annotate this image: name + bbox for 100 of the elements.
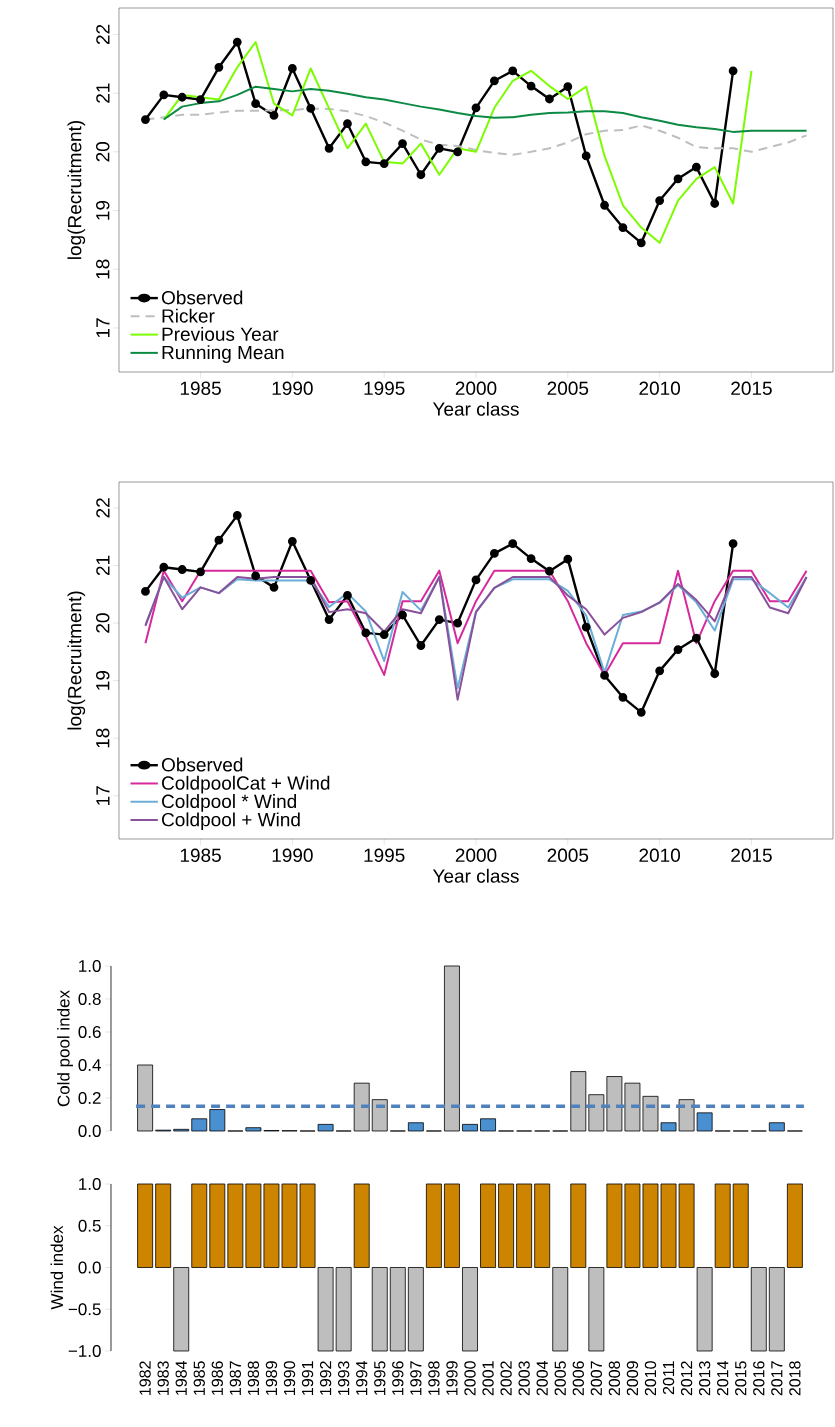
x-tick-label: 1985 bbox=[180, 381, 221, 395]
x-tick-label: 2003 bbox=[518, 1361, 530, 1396]
x-tick-label: 1983 bbox=[157, 1361, 169, 1395]
y-tick-label: 20 bbox=[96, 142, 110, 162]
point bbox=[196, 95, 205, 104]
point bbox=[728, 66, 738, 76]
legend-label: Coldpool * Wind bbox=[162, 794, 297, 812]
point bbox=[159, 90, 169, 100]
x-tick-label: 2005 bbox=[547, 848, 589, 862]
point bbox=[251, 571, 261, 581]
bar bbox=[371, 1099, 388, 1132]
y-tick-label: 0.2 bbox=[78, 1091, 101, 1105]
y-tick-label: 0.4 bbox=[78, 1058, 101, 1072]
x-tick-label: 2007 bbox=[590, 1361, 603, 1396]
point bbox=[324, 143, 334, 153]
x-tick-label: 1985 bbox=[180, 848, 221, 862]
x-tick-label: 2015 bbox=[731, 848, 772, 862]
x-tick-label: 1989 bbox=[265, 1361, 278, 1395]
x-tick-label: 1999 bbox=[446, 1361, 458, 1395]
point bbox=[600, 200, 609, 210]
bar bbox=[768, 1122, 785, 1132]
y-tick-label: 1.0 bbox=[79, 1177, 101, 1191]
y-tick-label: 19 bbox=[96, 670, 110, 690]
point bbox=[581, 151, 591, 161]
x-tick-label: 2015 bbox=[735, 1361, 747, 1396]
x-tick-label: 1995 bbox=[364, 381, 405, 395]
legend-label: Observed bbox=[161, 290, 243, 305]
y-tick-label: 22 bbox=[96, 498, 110, 518]
y-tick-label: 19 bbox=[96, 200, 110, 220]
point bbox=[618, 223, 628, 232]
legend-label: Ricker bbox=[162, 308, 215, 323]
point bbox=[489, 548, 499, 558]
point bbox=[710, 199, 720, 208]
legend-label: Observed bbox=[161, 757, 243, 772]
point bbox=[306, 104, 316, 113]
point bbox=[526, 81, 536, 91]
y-tick-label: 22 bbox=[96, 24, 110, 45]
y-tick-label: −0.5 bbox=[68, 1303, 101, 1316]
point bbox=[324, 615, 334, 625]
point bbox=[710, 669, 720, 679]
point bbox=[379, 159, 389, 168]
bar bbox=[462, 1123, 478, 1132]
bar bbox=[317, 1123, 334, 1132]
point bbox=[508, 66, 518, 76]
point bbox=[655, 666, 665, 676]
point bbox=[453, 147, 463, 157]
x-tick-label: 2017 bbox=[771, 1361, 783, 1396]
point bbox=[655, 196, 665, 205]
y-tick-label: 0.0 bbox=[78, 1124, 101, 1138]
x-tick-label: 2006 bbox=[572, 1361, 584, 1396]
point bbox=[600, 671, 609, 680]
legend-label: ColdpoolCat + Wind bbox=[162, 775, 330, 794]
x-tick-label: 2005 bbox=[554, 1361, 566, 1396]
y-tick-label: 21 bbox=[96, 555, 110, 576]
x-tick-label: 1994 bbox=[356, 1361, 368, 1395]
point bbox=[508, 539, 518, 548]
point bbox=[618, 692, 628, 702]
point bbox=[673, 645, 683, 654]
x-tick-label: 1982 bbox=[139, 1361, 151, 1395]
x-tick-label: 2015 bbox=[731, 381, 772, 395]
point bbox=[269, 111, 279, 120]
bar bbox=[480, 1118, 496, 1132]
point bbox=[673, 174, 683, 184]
point bbox=[636, 238, 646, 248]
x-axis-title: Year class bbox=[432, 868, 519, 883]
x-tick-label: 1988 bbox=[247, 1361, 260, 1395]
x-tick-label: 2012 bbox=[680, 1361, 693, 1396]
point bbox=[489, 76, 499, 86]
y-tick-label: 0.8 bbox=[78, 992, 101, 1006]
x-tick-label: 1996 bbox=[392, 1361, 404, 1395]
x-tick-label: 2008 bbox=[608, 1361, 621, 1396]
y-axis-title: Cold pool index bbox=[57, 990, 73, 1107]
point bbox=[471, 575, 481, 585]
point bbox=[398, 610, 407, 620]
point bbox=[196, 567, 205, 577]
x-tick-label: 1997 bbox=[410, 1361, 422, 1395]
y-tick-label: 20 bbox=[96, 613, 110, 633]
point bbox=[563, 82, 573, 92]
x-tick-label: 1990 bbox=[272, 381, 313, 395]
y-tick-label: 18 bbox=[96, 259, 110, 279]
x-tick-label: 2000 bbox=[464, 1361, 476, 1396]
point bbox=[434, 143, 444, 153]
x-tick-label: 1990 bbox=[272, 848, 313, 862]
y-tick-label: 1.0 bbox=[79, 959, 101, 973]
point bbox=[306, 576, 316, 585]
point bbox=[379, 630, 389, 639]
bar bbox=[570, 1071, 587, 1132]
point bbox=[453, 618, 463, 628]
x-tick-label: 2000 bbox=[455, 381, 497, 395]
x-tick-label: 2010 bbox=[639, 848, 681, 862]
x-tick-label: 2005 bbox=[547, 381, 589, 395]
y-tick-label: 0.0 bbox=[78, 1261, 101, 1274]
bar bbox=[407, 1122, 424, 1132]
x-tick-label: 2016 bbox=[753, 1361, 765, 1396]
x-tick-label: 2002 bbox=[500, 1361, 512, 1396]
y-tick-label: 21 bbox=[96, 83, 110, 103]
point bbox=[343, 591, 352, 600]
point bbox=[434, 615, 444, 625]
x-tick-label: 2010 bbox=[644, 1361, 657, 1396]
point bbox=[287, 64, 297, 73]
